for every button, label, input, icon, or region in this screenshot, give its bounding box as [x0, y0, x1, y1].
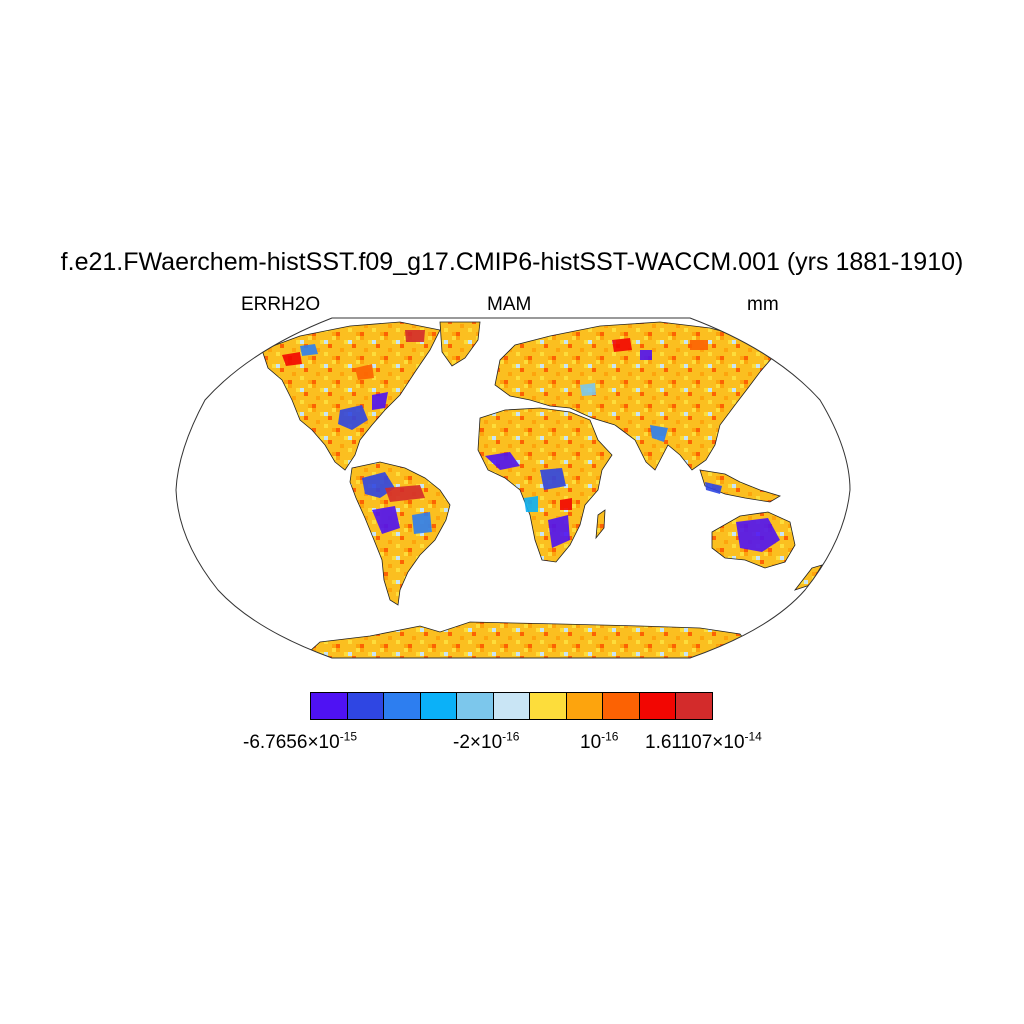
colorbar-label-min: -6.7656×10-15: [243, 729, 358, 753]
colorbar-swatch: [456, 692, 494, 720]
colorbar-swatch: [492, 692, 531, 720]
land-antarctica: [298, 621, 761, 658]
colorbar-swatch: [383, 692, 421, 720]
colorbar-swatch: [638, 692, 677, 720]
colorbar-label-max: 1.61107×10-14: [645, 729, 762, 753]
map-boundary: [175, 317, 851, 659]
land-north-america: [261, 321, 441, 471]
season-label: MAM: [487, 294, 532, 315]
land-eurasia: [494, 321, 773, 471]
land-madagascar: [595, 509, 606, 540]
colorbar-swatch: [602, 692, 640, 720]
colorbar-swatch: [565, 692, 604, 720]
colorbar-swatch: [529, 692, 567, 720]
land-south-america: [349, 461, 451, 606]
plot-title: f.e21.FWaerchem-histSST.f09_g17.CMIP6-hi…: [60, 248, 964, 276]
colorbar-swatch: [346, 692, 385, 720]
colorbar-label-neg: -2×10-16: [453, 729, 520, 753]
units-label: mm: [747, 294, 779, 315]
variable-name: ERRH2O: [241, 294, 321, 315]
colorbar-label-pos: 10-16: [580, 729, 619, 753]
colorbar-swatch: [310, 692, 348, 720]
land-greenland: [439, 321, 481, 367]
positive-anomaly-patches: [282, 330, 708, 510]
colorbar-swatch: [675, 692, 713, 720]
colorbar-swatch: [419, 692, 458, 720]
